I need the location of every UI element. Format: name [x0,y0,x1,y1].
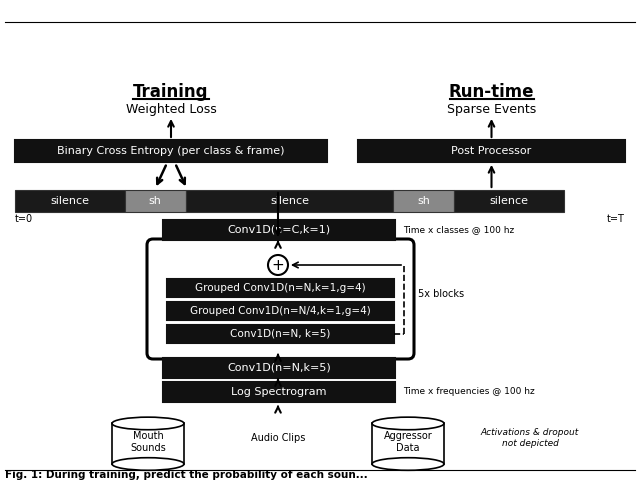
Text: Post Processor: Post Processor [451,146,532,156]
Circle shape [268,255,288,275]
FancyBboxPatch shape [147,239,414,359]
Text: Time x classes @ 100 hz: Time x classes @ 100 hz [403,225,515,235]
FancyBboxPatch shape [167,325,394,343]
Text: +: + [271,257,284,273]
Text: Sparse Events: Sparse Events [447,103,536,117]
Text: 5x blocks: 5x blocks [418,289,464,299]
FancyBboxPatch shape [167,302,394,320]
FancyBboxPatch shape [167,279,394,297]
Text: Grouped Conv1D(n=N,k=1,g=4): Grouped Conv1D(n=N,k=1,g=4) [195,283,366,293]
FancyBboxPatch shape [186,190,393,212]
Text: Weighted Loss: Weighted Loss [125,103,216,117]
FancyBboxPatch shape [163,220,395,240]
Text: Log Spectrogram: Log Spectrogram [231,387,327,397]
Text: Aggressor
Data: Aggressor Data [383,431,433,453]
Ellipse shape [372,417,444,430]
Text: Conv1D(n=N, k=5): Conv1D(n=N, k=5) [230,329,331,339]
Text: t=0: t=0 [15,214,33,224]
Text: silence: silence [51,196,90,206]
Text: silence: silence [270,196,309,206]
FancyBboxPatch shape [15,190,125,212]
Text: Run-time: Run-time [449,83,534,101]
Text: Binary Cross Entropy (per class & frame): Binary Cross Entropy (per class & frame) [57,146,285,156]
Bar [112,424,184,464]
Ellipse shape [372,458,444,470]
Text: Activations & dropout
not depicted: Activations & dropout not depicted [481,429,579,448]
Text: Audio Clips: Audio Clips [251,433,305,443]
FancyBboxPatch shape [15,140,327,162]
FancyBboxPatch shape [125,190,186,212]
Text: sh: sh [417,196,430,206]
Text: Grouped Conv1D(n=N/4,k=1,g=4): Grouped Conv1D(n=N/4,k=1,g=4) [190,306,371,316]
Ellipse shape [112,417,184,430]
Text: silence: silence [490,196,529,206]
Text: Fig. 1: During training, predict the probability of each soun...: Fig. 1: During training, predict the pro… [5,470,368,480]
Text: t=T: t=T [607,214,625,224]
Text: Conv1D(n=N,k=5): Conv1D(n=N,k=5) [227,363,331,373]
Bar [372,424,444,464]
Ellipse shape [112,458,184,470]
FancyBboxPatch shape [358,140,625,162]
FancyBboxPatch shape [163,358,395,378]
Text: Time x frequencies @ 100 hz: Time x frequencies @ 100 hz [403,388,535,397]
FancyBboxPatch shape [454,190,564,212]
Text: Mouth
Sounds: Mouth Sounds [130,431,166,453]
Text: Training: Training [133,83,209,101]
FancyBboxPatch shape [393,190,454,212]
FancyBboxPatch shape [163,382,395,402]
Text: sh: sh [149,196,162,206]
Text: Conv1D(n=C,k=1): Conv1D(n=C,k=1) [227,225,331,235]
